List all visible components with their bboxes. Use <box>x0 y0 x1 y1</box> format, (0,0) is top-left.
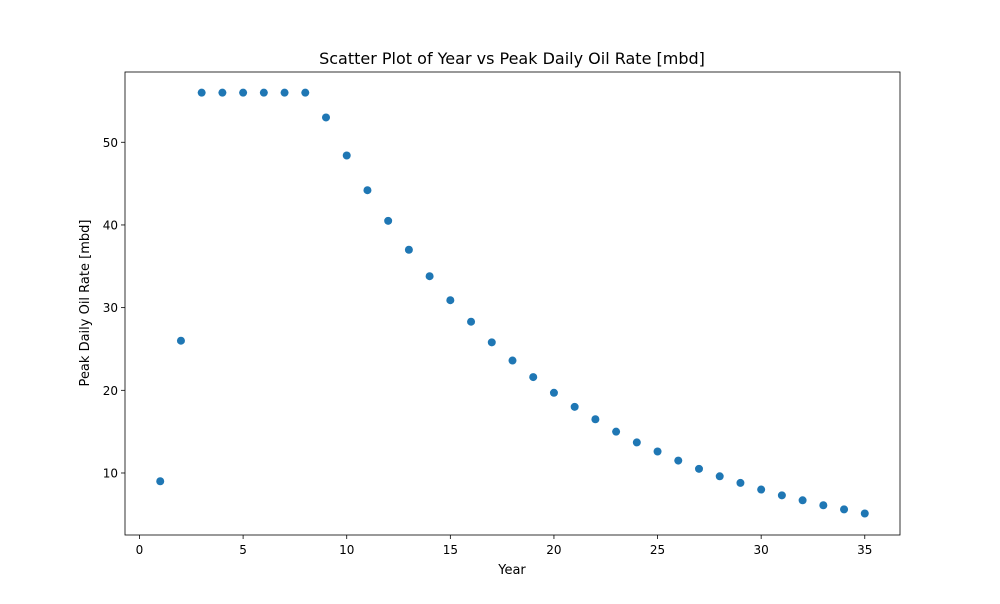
chart-title: Scatter Plot of Year vs Peak Daily Oil R… <box>319 49 705 68</box>
data-point <box>632 438 641 447</box>
data-point <box>363 186 372 195</box>
data-point <box>384 216 393 225</box>
y-tick-label: 30 <box>103 301 118 315</box>
data-point <box>591 415 600 424</box>
data-point <box>342 151 351 160</box>
data-point <box>425 272 434 281</box>
data-point <box>239 88 248 97</box>
x-tick-label: 10 <box>339 543 354 557</box>
y-axis-label: Peak Daily Oil Rate [mbd] <box>78 220 93 387</box>
data-point <box>301 88 310 97</box>
data-point <box>694 464 703 473</box>
data-point <box>798 496 807 505</box>
data-point <box>259 88 268 97</box>
y-tick-label: 40 <box>103 218 118 232</box>
data-point <box>467 317 476 326</box>
y-tick-label: 20 <box>103 384 118 398</box>
data-point <box>819 501 828 510</box>
y-tick-label: 50 <box>103 136 118 150</box>
data-point <box>674 456 683 465</box>
x-tick-label: 20 <box>546 543 561 557</box>
x-tick-label: 0 <box>136 543 144 557</box>
data-point <box>653 447 662 456</box>
data-point <box>736 478 745 487</box>
x-tick-label: 5 <box>239 543 247 557</box>
data-point <box>446 296 455 305</box>
data-point <box>715 472 724 481</box>
data-point <box>404 245 413 254</box>
y-tick-label: 10 <box>103 466 118 480</box>
x-axis-label: Year <box>497 563 526 578</box>
plot-area: 0 5 10 15 20 25 30 35 10 20 30 40 50 <box>103 71 901 557</box>
data-point <box>549 388 558 397</box>
data-point <box>322 113 331 122</box>
data-point <box>197 88 206 97</box>
data-point <box>156 477 165 486</box>
x-tick-label: 35 <box>857 543 872 557</box>
x-tick-label: 25 <box>650 543 665 557</box>
x-tick-label: 15 <box>443 543 458 557</box>
data-point <box>840 505 849 514</box>
data-point <box>218 88 227 97</box>
data-point <box>280 88 289 97</box>
data-point <box>487 338 496 347</box>
data-point <box>570 402 579 411</box>
data-point <box>508 356 517 365</box>
data-point <box>612 427 621 436</box>
x-tick-label: 30 <box>754 543 769 557</box>
data-point <box>777 491 786 500</box>
data-point <box>860 509 869 518</box>
data-point <box>529 373 538 382</box>
axes-frame <box>124 71 901 536</box>
data-point <box>757 485 766 494</box>
data-point <box>176 336 185 345</box>
